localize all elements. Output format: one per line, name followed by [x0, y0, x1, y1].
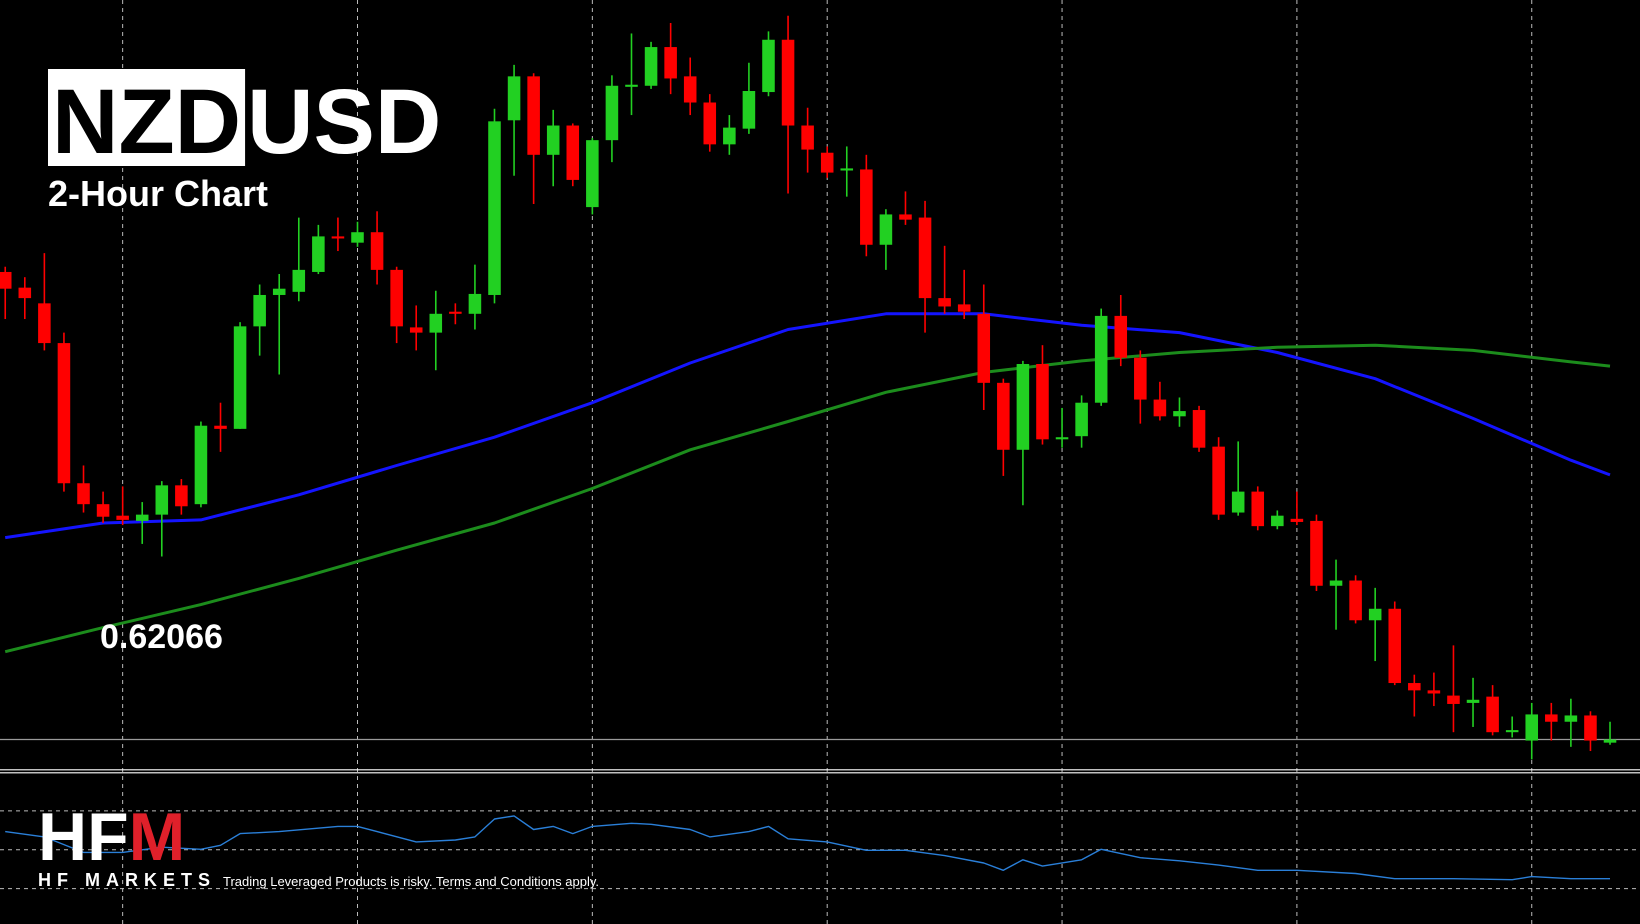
- candle-body: [1231, 491, 1245, 513]
- indicator-line: [5, 815, 1610, 881]
- candle-body: [96, 504, 110, 517]
- candle-body: [253, 294, 266, 327]
- candle-body: [1114, 315, 1128, 358]
- candle-body: [194, 425, 208, 505]
- candle-body: [468, 293, 482, 314]
- candle-body: [1271, 515, 1284, 527]
- candle-body: [1603, 739, 1617, 743]
- candle-body: [1192, 410, 1206, 448]
- candle-body: [860, 169, 873, 245]
- subtitle: 2-Hour Chart: [48, 173, 268, 214]
- candle-body: [233, 326, 247, 429]
- candle-body: [1349, 580, 1362, 621]
- candle-body: [742, 91, 756, 129]
- candle-body: [1505, 730, 1519, 733]
- moving-average: [4, 343, 1611, 654]
- candle-body: [957, 304, 971, 312]
- price-label: 0.62066: [100, 618, 223, 656]
- candle-body: [625, 84, 638, 87]
- candle-body: [449, 311, 462, 314]
- candle-body: [351, 232, 364, 243]
- candle-body: [409, 327, 423, 333]
- candle-body: [57, 343, 71, 484]
- candle-body: [820, 152, 834, 173]
- candle-body: [527, 76, 540, 155]
- candle-body: [1388, 608, 1402, 684]
- candle-body: [1016, 364, 1030, 450]
- candle-body: [1212, 446, 1225, 515]
- candle-body: [879, 214, 893, 245]
- candle-body: [1408, 683, 1421, 691]
- candle-body: [762, 39, 775, 93]
- candle-body: [977, 313, 991, 383]
- candle-body: [1075, 402, 1088, 437]
- candle-body: [605, 85, 619, 141]
- candle-body: [488, 121, 501, 295]
- candle-body: [801, 125, 814, 150]
- moving-average: [4, 312, 1611, 540]
- candle-body: [0, 271, 12, 289]
- candle-body: [77, 483, 90, 505]
- brand-name: HF MARKETS: [38, 870, 216, 890]
- candle-body: [586, 140, 599, 208]
- candle-body: [331, 236, 345, 239]
- candle-body: [840, 168, 854, 171]
- candle-body: [1173, 411, 1186, 417]
- candle-body: [1153, 399, 1167, 417]
- candle-body: [1094, 315, 1108, 403]
- candle-body: [390, 269, 403, 327]
- candle-body: [566, 125, 580, 180]
- candle-body: [644, 47, 658, 86]
- candle-body: [899, 214, 912, 220]
- candle-body: [312, 236, 325, 272]
- candle-body: [1329, 580, 1343, 586]
- candle-body: [781, 39, 795, 126]
- candle-body: [1055, 437, 1069, 440]
- candle-body: [507, 76, 521, 121]
- symbol-box: [48, 69, 246, 166]
- candle-body: [1525, 714, 1539, 741]
- candle-body: [429, 313, 443, 333]
- candle-body: [703, 102, 717, 145]
- candle-body: [135, 514, 149, 521]
- candle-body: [18, 287, 32, 299]
- logo-m: M: [129, 799, 186, 875]
- candle-body: [116, 515, 129, 520]
- candle-body: [1584, 715, 1597, 741]
- symbol-base: NZD: [52, 71, 241, 173]
- candle-body: [370, 232, 384, 270]
- candle-body: [1368, 608, 1382, 621]
- candle-body: [1134, 357, 1147, 400]
- disclaimer: Trading Leveraged Products is risky. Ter…: [223, 874, 599, 889]
- candle-body: [1036, 364, 1049, 440]
- candle-body: [1466, 699, 1480, 703]
- candle-body: [997, 382, 1010, 450]
- candle-body: [683, 76, 697, 103]
- candle-body: [214, 425, 227, 429]
- candle-body: [546, 125, 560, 155]
- candle-body: [1486, 696, 1499, 733]
- candle-body: [1564, 715, 1578, 722]
- candle-body: [1290, 518, 1304, 522]
- symbol-quote: USD: [247, 71, 441, 173]
- candle-body: [38, 303, 51, 344]
- candle-body: [1447, 695, 1460, 704]
- logo-hf: HF: [38, 799, 129, 875]
- candle-body: [155, 485, 169, 515]
- candle-body: [918, 217, 932, 299]
- candle-body: [175, 485, 188, 507]
- candle-body: [938, 298, 951, 307]
- candle-body: [292, 269, 306, 292]
- candle-body: [1310, 520, 1323, 586]
- candle-body: [723, 127, 736, 145]
- candle-body: [1427, 690, 1441, 694]
- candle-body: [272, 288, 286, 295]
- logo: HFM: [38, 799, 185, 875]
- candle-body: [1251, 491, 1265, 527]
- candle-body: [664, 47, 677, 79]
- candle-body: [1545, 714, 1558, 722]
